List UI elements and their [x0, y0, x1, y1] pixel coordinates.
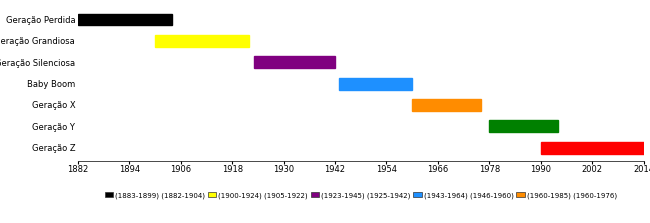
Bar: [339, 78, 412, 89]
Bar: [412, 99, 481, 111]
Bar: [155, 35, 250, 47]
Bar: [541, 142, 644, 154]
Bar: [78, 14, 172, 25]
Bar: [489, 120, 558, 132]
Bar: [254, 56, 335, 68]
Legend: (1883-1899) (1882-1904), (1900-1924) (1905-1922), (1923-1945) (1925-1942), (1943: (1883-1899) (1882-1904), (1900-1924) (19…: [105, 192, 617, 198]
